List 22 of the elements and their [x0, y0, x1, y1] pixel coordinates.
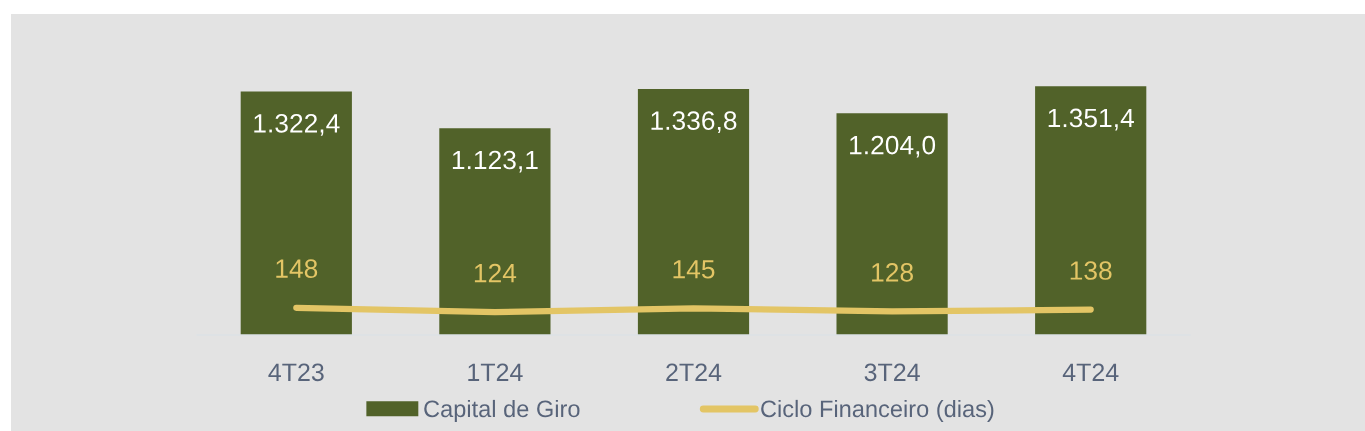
- data-label: 1.322,4: [254, 113, 340, 136]
- data-label: 1.351,4: [1048, 108, 1134, 131]
- bar: [637, 88, 750, 335]
- data-label: 1.336,8: [651, 111, 737, 134]
- legend-label: Ciclo Financeiro (dias): [761, 399, 994, 422]
- legend-label: Capital de Giro: [424, 399, 580, 422]
- bar: [1035, 86, 1147, 335]
- data-label: 128: [872, 263, 913, 282]
- data-label: 145: [673, 260, 715, 279]
- data-label: 1.204,0: [850, 135, 936, 158]
- data-label: 148: [276, 259, 318, 279]
- bar: [240, 91, 352, 335]
- x-tick-label: 3T24: [864, 363, 920, 382]
- data-label: 138: [1070, 261, 1112, 280]
- x-tick-label: 4T24: [1062, 363, 1119, 381]
- data-label: 1.123,1: [452, 150, 538, 173]
- x-tick-label: 4T23: [268, 363, 324, 382]
- data-label: 124: [474, 263, 517, 283]
- bar: [439, 128, 551, 335]
- bar: [836, 113, 948, 335]
- x-tick-label: 2T24: [666, 363, 722, 381]
- x-tick-label: 1T24: [468, 363, 523, 381]
